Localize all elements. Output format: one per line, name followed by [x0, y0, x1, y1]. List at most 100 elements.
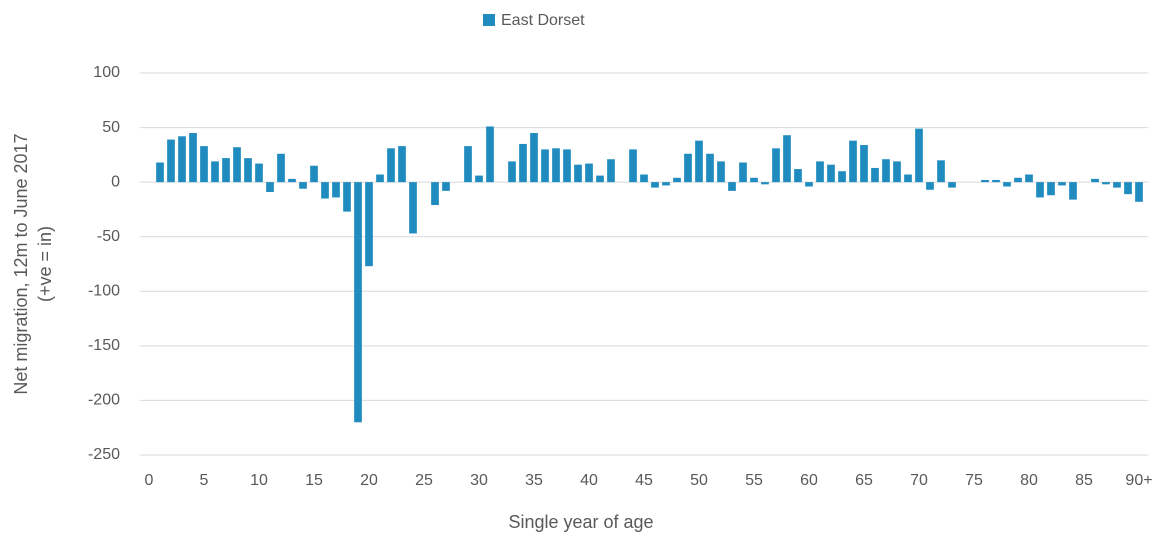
x-tick-label: 65: [855, 472, 873, 489]
bar: [508, 161, 516, 183]
bar: [189, 133, 197, 183]
bar: [893, 161, 901, 183]
bar: [904, 174, 912, 183]
bar: [288, 178, 296, 183]
y-axis-title: Net migration, 12m to June 2017: [11, 133, 31, 394]
bar: [805, 182, 813, 187]
bar: [431, 182, 439, 206]
bar: [277, 153, 285, 183]
bar: [530, 133, 538, 183]
bar: [321, 182, 329, 199]
bar: [167, 139, 175, 183]
x-tick-label: 20: [360, 472, 378, 489]
bar: [739, 162, 747, 183]
bar: [706, 153, 714, 183]
bar: [1069, 182, 1077, 200]
x-tick-label: 35: [525, 472, 543, 489]
bar: [607, 159, 615, 183]
y-tick-label: -200: [88, 392, 120, 409]
bar: [860, 145, 868, 183]
bar: [574, 164, 582, 183]
bar: [563, 149, 571, 183]
bar: [211, 161, 219, 183]
bar: [332, 182, 340, 198]
bar: [365, 182, 373, 267]
bar: [992, 179, 1000, 183]
y-tick-label: -250: [88, 446, 120, 463]
x-tick-label: 40: [580, 472, 598, 489]
bar: [816, 161, 824, 183]
bar: [1036, 182, 1044, 198]
bar: [651, 182, 659, 188]
x-tick-label: 80: [1020, 472, 1038, 489]
y-tick-label: 100: [93, 64, 120, 81]
bar: [772, 148, 780, 183]
bar: [662, 182, 670, 186]
x-tick-label: 55: [745, 472, 763, 489]
y-tick-label: 0: [111, 173, 120, 190]
bar: [717, 161, 725, 183]
x-tick-label: 70: [910, 472, 928, 489]
bar: [1113, 182, 1121, 188]
bar: [255, 163, 263, 183]
y-tick-label: -100: [88, 283, 120, 300]
bar: [552, 148, 560, 183]
bar: [222, 158, 230, 183]
bar: [695, 140, 703, 183]
bar: [629, 149, 637, 183]
bar: [475, 175, 483, 183]
y-tick-label: -150: [88, 337, 120, 354]
bar: [838, 171, 846, 183]
y-tick-label: -50: [97, 228, 120, 245]
bar: [299, 182, 307, 189]
x-axis-title: Single year of age: [508, 512, 653, 532]
bar: [673, 177, 681, 183]
legend-swatch: [483, 14, 495, 26]
bar: [233, 147, 241, 183]
bar: [244, 158, 252, 183]
x-tick-label: 15: [305, 472, 323, 489]
bar: [519, 143, 527, 183]
bar: [849, 140, 857, 183]
bar: [728, 182, 736, 191]
bar: [1135, 182, 1143, 202]
bar: [486, 126, 494, 183]
bar: [409, 182, 417, 234]
bar: [1102, 182, 1110, 185]
x-tick-label: 60: [800, 472, 818, 489]
bar: [387, 148, 395, 183]
bar: [871, 167, 879, 183]
x-tick-label: 30: [470, 472, 488, 489]
x-tick-label: 75: [965, 472, 983, 489]
bar: [596, 175, 604, 183]
bar: [937, 160, 945, 183]
bar: [981, 179, 989, 183]
bar: [640, 174, 648, 183]
bar: [761, 182, 769, 185]
bar: [310, 165, 318, 183]
bar: [750, 177, 758, 183]
bar: [1014, 177, 1022, 183]
legend-label: East Dorset: [501, 12, 585, 29]
x-tick-label: 25: [415, 472, 433, 489]
bar: [827, 164, 835, 183]
bar: [354, 182, 362, 423]
bar: [926, 182, 934, 190]
bar: [178, 136, 186, 183]
bar: [783, 135, 791, 183]
bar: [915, 128, 923, 183]
x-tick-label: 45: [635, 472, 653, 489]
x-tick-label: 5: [200, 472, 209, 489]
bar: [585, 163, 593, 183]
x-tick-label: 50: [690, 472, 708, 489]
bar: [266, 182, 274, 192]
x-tick-label: 10: [250, 472, 268, 489]
bar: [343, 182, 351, 212]
y-axis-title: (+ve = in): [35, 226, 55, 302]
x-tick-label: 90+: [1125, 472, 1152, 489]
bar: [200, 146, 208, 183]
bar: [1058, 182, 1066, 186]
bar: [376, 174, 384, 183]
bar: [398, 146, 406, 183]
